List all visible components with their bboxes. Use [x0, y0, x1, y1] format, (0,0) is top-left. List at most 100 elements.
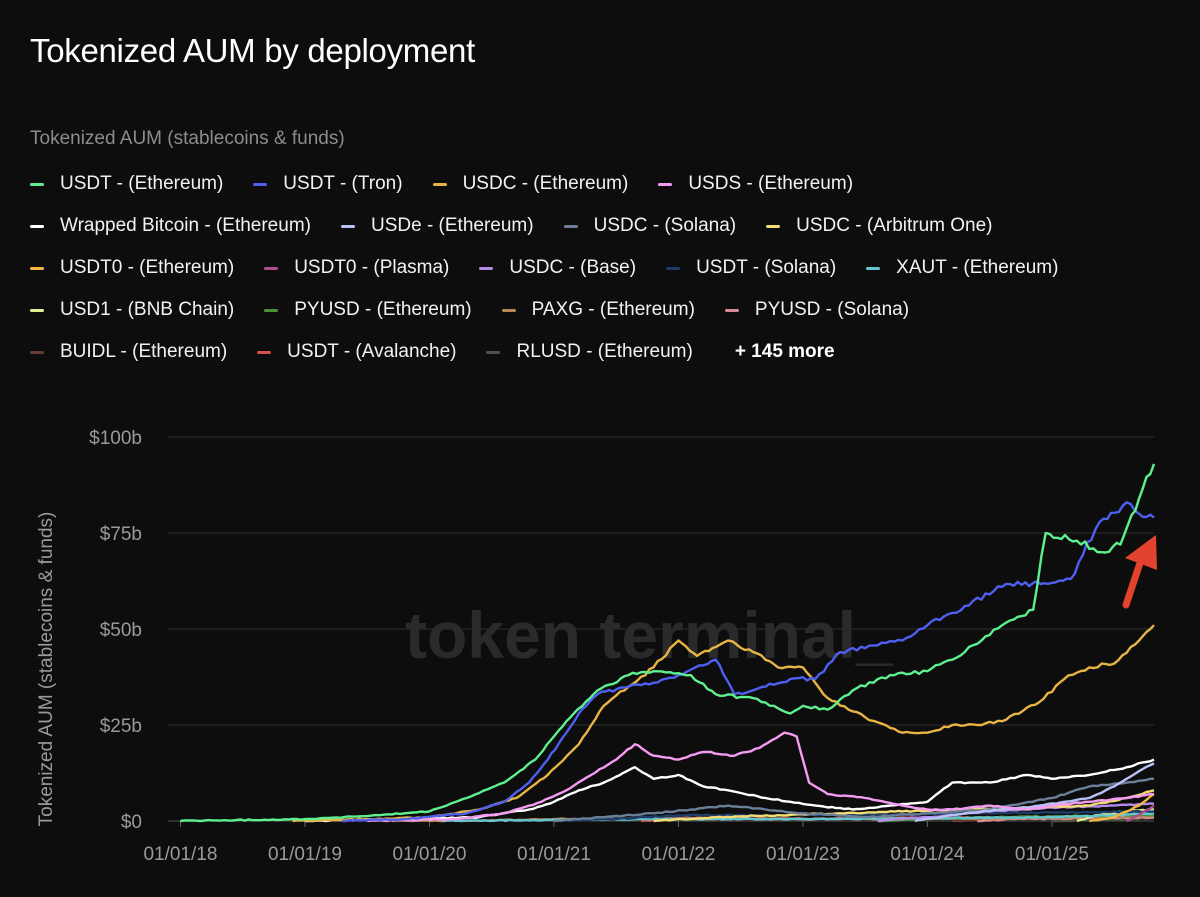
- legend-label: USDe - (Ethereum): [370, 215, 534, 236]
- series-line: [653, 789, 1155, 823]
- legend-item[interactable]: XAUT - (Ethereum): [866, 257, 1058, 279]
- series-line: [553, 777, 1154, 823]
- legend-item[interactable]: USDT - (Ethereum): [30, 173, 223, 195]
- legend-item[interactable]: USDe - (Ethereum): [340, 215, 534, 237]
- series-line: [914, 762, 1155, 823]
- legend-item[interactable]: Wrapped Bitcoin - (Ethereum): [30, 215, 311, 237]
- series-line: [342, 501, 1155, 823]
- arrow-head: [1125, 535, 1157, 570]
- legend-swatch: [866, 266, 881, 270]
- x-tick-label: 01/01/19: [268, 844, 342, 865]
- legend-item[interactable]: PYUSD - (Solana): [724, 299, 910, 321]
- legend-item[interactable]: BUIDL - (Ethereum): [30, 341, 227, 363]
- series-line: [304, 758, 1155, 823]
- legend-swatch: [501, 308, 516, 312]
- legend-item[interactable]: USD1 - (BNB Chain): [30, 299, 234, 321]
- legend-item[interactable]: USDT - (Solana): [666, 257, 836, 279]
- legend-swatch: [30, 224, 44, 228]
- legend-label: USDC - (Solana): [593, 215, 737, 236]
- x-tick-label: 01/01/25: [1015, 844, 1089, 865]
- x-tick-label: 01/01/20: [392, 844, 466, 865]
- x-tick-label: 01/01/23: [766, 844, 840, 865]
- legend-swatch: [30, 308, 44, 312]
- series-line: [877, 802, 1155, 823]
- legend-label: PYUSD - (Solana): [754, 299, 910, 320]
- legend-label: USDC - (Arbitrum One): [796, 215, 993, 236]
- y-tick-label: $0: [121, 812, 142, 833]
- series-line: [1076, 808, 1155, 823]
- legend-swatch: [30, 182, 44, 186]
- y-tick-label: $75b: [100, 524, 142, 545]
- y-tick-label: $50b: [100, 620, 142, 641]
- legend-label: USDT0 - (Ethereum): [60, 257, 235, 278]
- legend-item[interactable]: USDT - (Avalanche): [257, 341, 456, 363]
- legend-label: PAXG - (Ethereum): [531, 299, 695, 320]
- legend-swatch: [658, 182, 673, 186]
- legend-label: RLUSD - (Ethereum): [516, 341, 693, 362]
- legend-swatch: [264, 308, 279, 312]
- x-tick-label: 01/01/18: [143, 844, 217, 865]
- legend-item[interactable]: USDT0 - (Ethereum): [30, 257, 234, 279]
- legend-swatch: [486, 350, 501, 354]
- y-tick-label: $100b: [89, 428, 142, 449]
- legend-swatch: [30, 350, 44, 354]
- x-tick-label: 01/01/21: [517, 844, 591, 865]
- watermark: token terminal_: [405, 598, 894, 672]
- legend-swatch: [30, 266, 44, 270]
- legend-swatch: [766, 224, 781, 228]
- series-lines: [180, 463, 1156, 823]
- legend-swatch: [724, 308, 739, 312]
- legend-swatch: [432, 182, 447, 186]
- legend-item[interactable]: USDC - (Ethereum): [432, 173, 629, 195]
- legend-item[interactable]: USDC - (Solana): [563, 215, 737, 237]
- line-chart: token terminal_ $0 $25b $50b $75b $100b 01/0…: [36, 428, 1157, 865]
- legend-label: USDT - (Avalanche): [287, 341, 457, 362]
- legend-item[interactable]: RLUSD - (Ethereum): [486, 341, 693, 363]
- legend-label: USDT - (Solana): [696, 257, 837, 278]
- legend-label: PYUSD - (Ethereum): [294, 299, 472, 320]
- legend-swatch: [666, 266, 681, 270]
- x-tick-label: 01/01/24: [890, 844, 964, 865]
- legend-label: XAUT - (Ethereum): [896, 257, 1059, 278]
- chart-title: Tokenized AUM by deployment: [30, 32, 475, 69]
- y-axis: $0 $25b $50b $75b $100b: [89, 428, 142, 833]
- red-arrow-annotation: [1122, 535, 1157, 609]
- legend-item[interactable]: USDC - (Base): [479, 257, 636, 279]
- legend-item[interactable]: PAXG - (Ethereum): [501, 299, 695, 321]
- legend-swatch: [253, 182, 268, 186]
- legend-row: USDT0 - (Ethereum) USDT0 - (Plasma) USDC…: [30, 247, 1180, 289]
- legend: USDT - (Ethereum) USDT - (Tron) USDC - (…: [30, 163, 1180, 373]
- legend-label: BUIDL - (Ethereum): [60, 341, 228, 362]
- legend-label: USDC - (Ethereum): [462, 173, 629, 194]
- legend-label: USDC - (Base): [509, 257, 637, 278]
- legend-swatch: [563, 224, 578, 228]
- legend-label: USDT0 - (Plasma): [294, 257, 450, 278]
- arrow-shaft: [1122, 556, 1145, 609]
- legend-item[interactable]: USDC - (Arbitrum One): [766, 215, 993, 237]
- legend-row: Wrapped Bitcoin - (Ethereum) USDe - (Eth…: [30, 205, 1180, 247]
- series-line: [1089, 793, 1155, 823]
- legend-row: USD1 - (BNB Chain) PYUSD - (Ethereum) PA…: [30, 289, 1180, 331]
- legend-heading: Tokenized AUM (stablecoins & funds): [30, 128, 345, 149]
- legend-swatch: [257, 350, 272, 354]
- y-tick-label: $25b: [100, 716, 142, 737]
- legend-item[interactable]: USDT - (Tron): [253, 173, 403, 195]
- legend-label: USDT - (Tron): [283, 173, 403, 194]
- legend-label: USD1 - (BNB Chain): [60, 299, 235, 320]
- legend-item[interactable]: PYUSD - (Ethereum): [264, 299, 472, 321]
- y-axis-label: Tokenized AUM (stablecoins & funds): [36, 512, 57, 827]
- legend-swatch: [340, 224, 355, 228]
- series-line: [367, 731, 1154, 823]
- x-axis: 01/01/18 01/01/19 01/01/20 01/01/21 01/01/22…: [143, 821, 1089, 865]
- legend-row: BUIDL - (Ethereum) USDT - (Avalanche) RL…: [30, 331, 1180, 373]
- legend-item[interactable]: USDS - (Ethereum): [658, 173, 853, 195]
- x-tick-label: 01/01/22: [641, 844, 715, 865]
- legend-item[interactable]: USDT0 - (Plasma): [264, 257, 449, 279]
- series-line: [180, 463, 1156, 823]
- legend-label: USDT - (Ethereum): [60, 173, 224, 194]
- legend-swatch: [264, 266, 279, 270]
- legend-row: USDT - (Ethereum) USDT - (Tron) USDC - (…: [30, 163, 1180, 205]
- series-line: [1126, 804, 1155, 823]
- legend-more-button[interactable]: + 145 more: [734, 341, 835, 362]
- legend-label: Wrapped Bitcoin - (Ethereum): [60, 215, 311, 236]
